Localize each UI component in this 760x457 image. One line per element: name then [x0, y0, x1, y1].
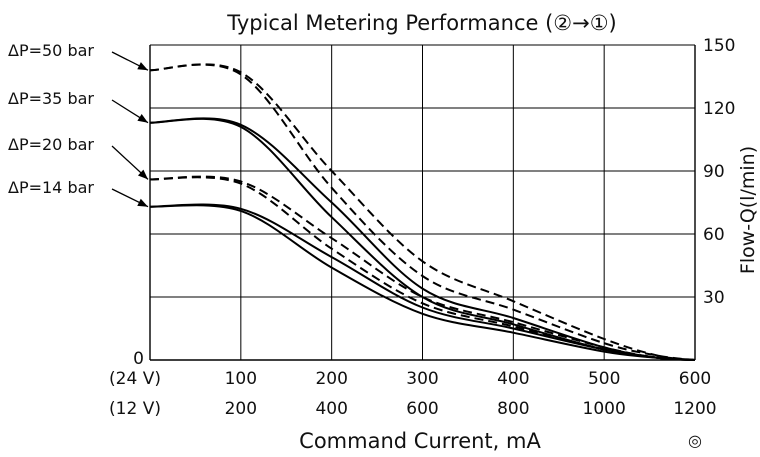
x-tick-label-24v: 500: [588, 369, 620, 389]
x-tick-label-12v: 200: [225, 399, 257, 419]
pressure-label: ΔP=20 bar: [8, 135, 94, 154]
pressure-label: ΔP=50 bar: [8, 41, 94, 60]
series-curves: [149, 63, 696, 361]
y-tick-label: 90: [703, 162, 725, 182]
x-tick-label-24v: 400: [497, 369, 529, 389]
x-axis-label: Command Current, mA: [299, 429, 541, 453]
x-tick-label-12v: 1200: [673, 399, 716, 419]
pressure-label: ΔP=14 bar: [8, 178, 94, 197]
chart-title: Typical Metering Performance (②→①): [226, 11, 616, 35]
annotations: ΔP=50 bar ΔP=35 bar ΔP=20 bar ΔP=14 bar: [8, 41, 149, 208]
y-tick-label: 150: [703, 36, 735, 56]
arrow-head-icon: [137, 198, 148, 207]
logo-icon: ◎: [688, 431, 702, 450]
x-tick-label-24v: 600: [679, 369, 711, 389]
series-line-8: [149, 204, 696, 361]
arrow-head-icon: [137, 62, 148, 71]
x-tick-label-12v: (12 V): [109, 399, 161, 419]
x-tick-label-24v: 300: [406, 369, 438, 389]
y-tick-label: 60: [703, 225, 725, 245]
y-tick-label: 120: [703, 99, 735, 119]
series-line-2: [149, 63, 696, 361]
x-tick-label-24v: 100: [225, 369, 257, 389]
series-line-1: [149, 63, 696, 361]
x-tick-label-12v: 600: [406, 399, 438, 419]
arrow-head-icon: [137, 113, 148, 123]
y-tick-label: 30: [703, 288, 725, 308]
y-tick-label-origin: 0: [133, 349, 144, 369]
x-tick-label-12v: 1000: [583, 399, 626, 419]
axes: [149, 45, 696, 361]
x-tick-label-12v: 400: [315, 399, 347, 419]
x-tick-label-12v: 800: [497, 399, 529, 419]
x-tick-label-24v: 200: [315, 369, 347, 389]
x-tick-label-24v: (24 V): [109, 369, 161, 389]
y-axis-label: Flow-Q(l/min): [737, 146, 759, 274]
pressure-label: ΔP=35 bar: [8, 89, 94, 108]
tick-labels: (24 V) 100 200 300 400 500 600(12 V) 200 400 600 8…: [109, 36, 735, 419]
arrow-head-icon: [137, 169, 148, 180]
